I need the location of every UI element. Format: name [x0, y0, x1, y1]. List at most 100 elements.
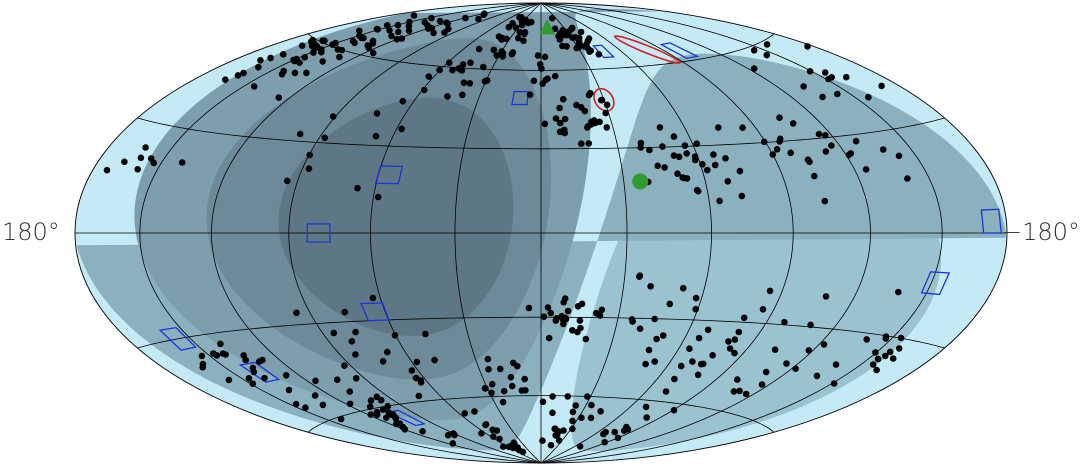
source-point: [466, 80, 474, 87]
source-point: [654, 162, 661, 170]
source-point: [811, 172, 818, 180]
source-point: [847, 150, 855, 157]
source-point: [679, 284, 687, 292]
parallel-line: [137, 117, 945, 150]
source-point: [865, 93, 872, 101]
source-point: [637, 139, 645, 147]
source-point: [904, 175, 911, 182]
source-point: [356, 27, 363, 35]
source-point: [656, 124, 664, 131]
source-point: [481, 384, 489, 392]
source-point: [539, 80, 546, 87]
source-point: [623, 423, 630, 431]
source-point: [451, 431, 458, 439]
source-point: [280, 67, 288, 75]
source-point: [704, 326, 712, 334]
source-point: [291, 69, 299, 77]
source-point: [525, 304, 533, 312]
source-point: [490, 433, 497, 440]
source-point: [694, 187, 702, 195]
source-point: [556, 119, 564, 127]
source-point: [597, 408, 604, 415]
source-point: [597, 96, 605, 104]
source-point: [555, 437, 563, 444]
source-point: [240, 69, 247, 77]
source-point: [603, 101, 611, 109]
source-point: [536, 61, 544, 68]
source-point: [255, 63, 262, 71]
source-point: [813, 372, 821, 380]
source-point: [675, 153, 683, 161]
source-point: [598, 306, 606, 314]
source-point: [736, 167, 744, 175]
source-point: [341, 362, 348, 370]
source-point: [683, 150, 690, 157]
source-point: [530, 77, 538, 85]
source-point: [584, 393, 591, 400]
source-point: [681, 142, 689, 149]
source-point: [832, 361, 840, 368]
source-point: [750, 65, 758, 72]
blue-region: [920, 271, 951, 296]
source-point: [319, 401, 327, 409]
source-point: [222, 76, 229, 83]
source-point: [563, 43, 570, 50]
source-point: [821, 69, 829, 76]
source-point: [736, 387, 743, 395]
source-point: [412, 374, 420, 382]
source-point: [564, 393, 572, 400]
source-point: [365, 44, 373, 52]
source-point: [674, 170, 681, 177]
source-point: [689, 358, 696, 365]
source-point: [443, 19, 450, 27]
source-point: [781, 318, 788, 326]
source-point: [569, 408, 577, 416]
source-point: [577, 324, 584, 332]
blue-region: [306, 223, 331, 243]
source-point: [872, 349, 879, 356]
source-point: [445, 25, 452, 33]
source-point: [585, 35, 593, 42]
source-point: [693, 140, 700, 147]
source-point: [588, 401, 595, 409]
source-point: [564, 307, 572, 315]
source-point: [369, 49, 377, 57]
source-point: [296, 59, 303, 66]
source-point: [199, 364, 206, 371]
source-point: [225, 376, 233, 384]
source-point: [392, 420, 400, 428]
source-point: [551, 25, 559, 33]
source-point: [862, 166, 870, 173]
source-point: [587, 414, 595, 422]
source-point: [415, 392, 423, 400]
source-point: [425, 73, 433, 80]
source-point: [642, 360, 649, 368]
blue-regions: [158, 42, 1002, 427]
source-point: [686, 345, 693, 353]
source-point: [484, 355, 492, 363]
shading-layers: [76, 9, 1006, 452]
source-point: [882, 335, 889, 342]
source-point: [645, 346, 653, 354]
source-point: [730, 388, 738, 395]
source-point: [393, 36, 401, 43]
source-point: [509, 20, 516, 27]
source-point: [614, 434, 622, 442]
source-point: [694, 371, 702, 379]
source-point: [462, 14, 469, 22]
source-point: [521, 375, 528, 383]
source-point: [386, 27, 393, 34]
source-points: [103, 10, 911, 456]
source-point: [219, 350, 227, 357]
source-point: [321, 134, 329, 142]
source-point: [822, 132, 829, 139]
source-point: [549, 409, 556, 417]
source-point: [766, 287, 774, 295]
source-point: [776, 114, 783, 121]
source-point: [431, 356, 438, 364]
source-point: [383, 414, 390, 422]
source-point: [820, 341, 828, 348]
source-point: [336, 53, 343, 61]
source-point: [601, 438, 608, 446]
source-point: [401, 426, 409, 433]
